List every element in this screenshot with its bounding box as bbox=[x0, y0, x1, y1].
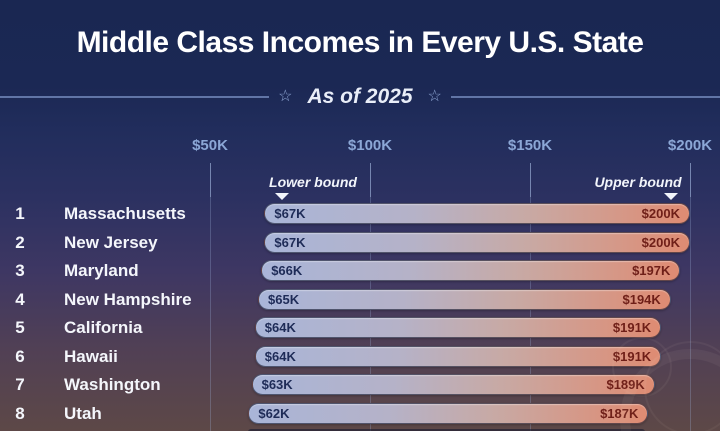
state-label: New Hampshire bbox=[64, 289, 192, 309]
gridline bbox=[210, 163, 211, 431]
lower-bound-value: $64K bbox=[264, 320, 296, 335]
upper-bound-value: $197K bbox=[632, 263, 671, 278]
star-icon: ☆ bbox=[427, 88, 442, 105]
lower-bound-value: $65K bbox=[268, 291, 300, 307]
income-range-bar: $63K $189K bbox=[251, 374, 655, 395]
state-label: Hawaii bbox=[64, 346, 118, 366]
lower-bound-value: $64K bbox=[264, 348, 296, 364]
page-title: Middle Class Incomes in Every U.S. State bbox=[76, 26, 644, 59]
divider-line-right bbox=[450, 96, 720, 98]
subtitle-text: As of 2025 bbox=[307, 85, 413, 108]
table-row: 5 California $64K $191K bbox=[0, 317, 720, 338]
star-icon: ☆ bbox=[278, 88, 293, 105]
rank-label: 3 bbox=[15, 261, 25, 280]
rank-label: 6 bbox=[15, 346, 25, 366]
rank-label: 2 bbox=[15, 232, 25, 252]
table-row: 6 Hawaii $64K $191K bbox=[0, 345, 720, 367]
income-range-bar: $67K $200K bbox=[264, 231, 690, 253]
state-label: New Jersey bbox=[64, 232, 158, 252]
next-bar-sliver bbox=[248, 429, 646, 431]
table-row: 1 Massachusetts $67K $200K bbox=[0, 203, 720, 224]
state-label: Utah bbox=[64, 403, 102, 423]
income-range-bar: $64K $191K bbox=[254, 345, 662, 367]
rank-label: 5 bbox=[15, 318, 25, 337]
rank-label: 1 bbox=[15, 204, 25, 223]
rank-label: 7 bbox=[15, 375, 25, 394]
table-row: 2 New Jersey $67K $200K bbox=[0, 231, 720, 253]
lower-bound-annotation: Lower bound bbox=[269, 174, 357, 190]
upper-bound-value: $200K bbox=[641, 234, 680, 250]
rank-label: 4 bbox=[15, 289, 25, 309]
upper-bound-value: $191K bbox=[612, 320, 652, 335]
table-row: 4 New Hampshire $65K $194K bbox=[0, 288, 720, 310]
decorative-pattern-icon bbox=[620, 349, 720, 431]
rank-label: 8 bbox=[15, 403, 25, 423]
income-range-bar: $66K $197K bbox=[261, 260, 681, 281]
upper-bound-annotation: Upper bound bbox=[594, 174, 682, 190]
state-label: Maryland bbox=[64, 261, 139, 280]
axis-tick-label: $50K bbox=[192, 137, 228, 154]
gridline bbox=[690, 163, 691, 431]
table-row: 7 Washington $63K $189K bbox=[0, 374, 720, 395]
axis-tick-label: $100K bbox=[347, 137, 393, 154]
state-label: Washington bbox=[64, 375, 161, 394]
income-range-bar: $65K $194K bbox=[258, 288, 671, 310]
lower-bound-value: $66K bbox=[271, 263, 303, 278]
lower-bound-value: $62K bbox=[258, 405, 290, 421]
lower-bound-arrow-icon bbox=[275, 193, 289, 200]
lower-bound-value: $67K bbox=[274, 206, 306, 221]
income-range-bar: $62K $187K bbox=[248, 402, 649, 424]
lower-bound-value: $67K bbox=[274, 234, 306, 250]
subtitle-band: ☆ As of 2025 ☆ bbox=[0, 82, 720, 112]
upper-bound-value: $200K bbox=[641, 206, 680, 221]
axis-tick-label: $200K bbox=[667, 137, 713, 154]
state-label: Massachusetts bbox=[64, 204, 186, 223]
table-row: 3 Maryland $66K $197K bbox=[0, 260, 720, 281]
lower-bound-value: $63K bbox=[261, 377, 293, 392]
axis-tick-label: $150K bbox=[507, 137, 553, 154]
table-row: 8 Utah $62K $187K bbox=[0, 402, 720, 424]
income-range-bar: $64K $191K bbox=[254, 317, 662, 338]
upper-bound-arrow-icon bbox=[664, 193, 678, 200]
state-label: California bbox=[64, 318, 143, 337]
divider-line-left bbox=[0, 96, 270, 98]
income-range-bar: $67K $200K bbox=[264, 203, 690, 224]
upper-bound-value: $194K bbox=[622, 291, 661, 307]
